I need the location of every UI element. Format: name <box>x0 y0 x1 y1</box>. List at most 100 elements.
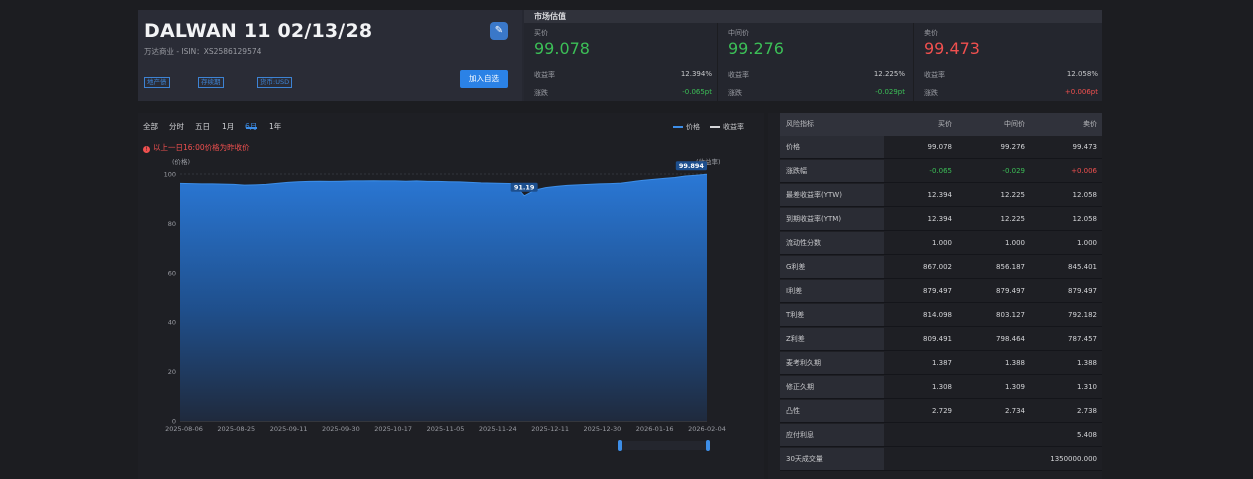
bond-header: DALWAN 11 02/13/28 万达商业 - ISIN：XS2586129… <box>138 10 1102 101</box>
header-bid: 买价 <box>938 120 952 128</box>
x-tick-label: 2025-10-17 <box>374 425 412 433</box>
tag-currency[interactable]: 货币:USD <box>257 77 293 88</box>
tab-intraday[interactable]: 分时 <box>169 122 184 131</box>
change-label: 涨跌 <box>924 89 938 97</box>
metric-name: 最差收益率(YTW) <box>780 184 884 206</box>
bid-value: 1.000 <box>931 239 952 247</box>
x-tick-label: 2025-09-30 <box>322 425 360 433</box>
ask-value: 1.310 <box>1076 383 1097 391</box>
mid-value: 856.187 <box>996 263 1025 271</box>
mid-value: 12.225 <box>1000 215 1026 223</box>
x-tick-label: 2025-08-25 <box>217 425 255 433</box>
metric-name: 麦考利久期 <box>780 352 884 374</box>
change-label: 涨跌 <box>534 89 548 97</box>
y-tick-label: 100 <box>164 171 176 179</box>
price-line[interactable] <box>179 173 708 197</box>
price-area-chart[interactable]: (价格) (收益率) 0 20 40 60 80 100 2025-08-06 2025-0… <box>138 153 764 479</box>
legend-yield[interactable]: 收益率 <box>710 122 744 132</box>
value-annotation: 99.894 <box>675 161 707 171</box>
header-ask: 卖价 <box>1083 120 1097 128</box>
mid-value: 2.734 <box>1004 407 1025 415</box>
slider-handle-right[interactable] <box>706 440 710 451</box>
bid-value: 99.078 <box>927 143 953 151</box>
ask-value: 1.000 <box>1076 239 1097 247</box>
active-tab-indicator <box>246 127 257 129</box>
quote-mid: 中间价 99.276 收益率 12.225% 涨跌 -0.029pt <box>717 23 909 101</box>
y-tick-label: 60 <box>168 269 176 277</box>
price-note: ! 以上一日16:00价格为昨收价 <box>143 142 250 153</box>
edit-icon[interactable]: ✎ <box>490 22 508 40</box>
tag-sector[interactable]: 地产债 <box>144 77 170 88</box>
bid-value: 809.491 <box>923 335 952 343</box>
table-row: 30天成交量 1350000.000 <box>780 448 1102 471</box>
x-tick-label: 2025-09-11 <box>270 425 308 433</box>
header-mid: 中间价 <box>1004 120 1025 128</box>
quote-yield-row: 收益率 12.394% <box>534 70 712 80</box>
tab-6m[interactable]: 6月 <box>245 121 257 132</box>
quote-yield-row: 收益率 12.225% <box>728 70 905 80</box>
x-tick-label: 2025-12-30 <box>584 425 622 433</box>
add-to-watchlist-button[interactable]: 加入自选 <box>460 70 508 88</box>
metric-name: 到期收益率(YTM) <box>780 208 884 230</box>
tab-1y[interactable]: 1年 <box>269 122 282 131</box>
legend-price[interactable]: 价格 <box>673 122 700 132</box>
ask-value: 12.058 <box>1072 191 1098 199</box>
annotation-box <box>675 161 707 171</box>
quote-change-row: 涨跌 -0.065pt <box>534 88 712 98</box>
table-row: 麦考利久期 1.387 1.388 1.388 <box>780 352 1102 375</box>
tag-status[interactable]: 存续期 <box>198 77 224 88</box>
legend-label: 收益率 <box>723 123 744 131</box>
bond-subtitle: 万达商业 - ISIN：XS2586129574 <box>144 47 262 56</box>
tab-5d[interactable]: 五日 <box>195 122 210 131</box>
price-chart-panel: 全部 分时 五日 1月 6月 1年 价格 收益率 !以上一日16:00价格为昨收… <box>138 113 764 479</box>
tab-all[interactable]: 全部 <box>143 122 158 131</box>
annotation-box <box>510 182 538 192</box>
quote-change-row: 涨跌 -0.029pt <box>728 88 905 98</box>
quote-label: 中间价 <box>728 29 749 37</box>
bid-value: 879.497 <box>923 287 952 295</box>
metric-name: 应付利息 <box>780 424 884 446</box>
legend-label: 价格 <box>686 123 700 131</box>
market-title: 市场估值 <box>534 12 566 21</box>
risk-metrics-table: 风险指标 买价 中间价 卖价 价格 99.078 99.276 99.473 涨跌幅 -0… <box>768 113 1102 479</box>
market-title-band <box>524 10 1102 23</box>
bond-info-panel: DALWAN 11 02/13/28 万达商业 - ISIN：XS2586129… <box>138 10 522 101</box>
quote-yield-row: 收益率 12.058% <box>924 70 1098 80</box>
mid-value: 1.309 <box>1004 383 1025 391</box>
ask-value: 845.401 <box>1068 263 1097 271</box>
table-row: Z利差 809.491 798.464 787.457 <box>780 328 1102 351</box>
ask-value: 1350000.000 <box>1050 455 1097 463</box>
price-area[interactable] <box>180 174 707 421</box>
bid-value: -0.065 <box>929 167 952 175</box>
ask-value: 1.388 <box>1076 359 1097 367</box>
bid-value: 12.394 <box>927 215 953 223</box>
metric-name: 价格 <box>780 136 884 158</box>
change-value: -0.065pt <box>682 88 712 96</box>
metric-name: 修正久期 <box>780 376 884 398</box>
range-slider[interactable] <box>618 440 710 451</box>
quote-price: 99.473 <box>924 39 980 58</box>
ask-value: 99.473 <box>1072 143 1098 151</box>
quote-price: 99.078 <box>534 39 590 58</box>
mid-value: 99.276 <box>1000 143 1026 151</box>
yield-label: 收益率 <box>534 71 555 79</box>
mid-value: -0.029 <box>1002 167 1025 175</box>
tab-1m[interactable]: 1月 <box>222 122 235 131</box>
bond-title: DALWAN 11 02/13/28 <box>144 20 373 42</box>
metric-name: 凸性 <box>780 400 884 422</box>
ask-value: 2.738 <box>1076 407 1097 415</box>
table-row: 修正久期 1.308 1.309 1.310 <box>780 376 1102 399</box>
yield-value: 12.058% <box>1066 70 1098 78</box>
metric-name: 30天成交量 <box>780 448 884 470</box>
ask-value: 879.497 <box>1068 287 1097 295</box>
slider-handle-left[interactable] <box>618 440 622 451</box>
mid-value: 803.127 <box>996 311 1025 319</box>
quote-ask: 卖价 99.473 收益率 12.058% 涨跌 +0.006pt <box>913 23 1102 101</box>
table-header: 风险指标 买价 中间价 卖价 <box>780 113 1102 136</box>
mid-value: 12.225 <box>1000 191 1026 199</box>
table-row: T利差 814.098 803.127 792.182 <box>780 304 1102 327</box>
bid-value: 1.387 <box>931 359 952 367</box>
table-row: 涨跌幅 -0.065 -0.029 +0.006 <box>780 160 1102 183</box>
quote-label: 卖价 <box>924 29 938 37</box>
change-value: +0.006pt <box>1064 88 1098 96</box>
